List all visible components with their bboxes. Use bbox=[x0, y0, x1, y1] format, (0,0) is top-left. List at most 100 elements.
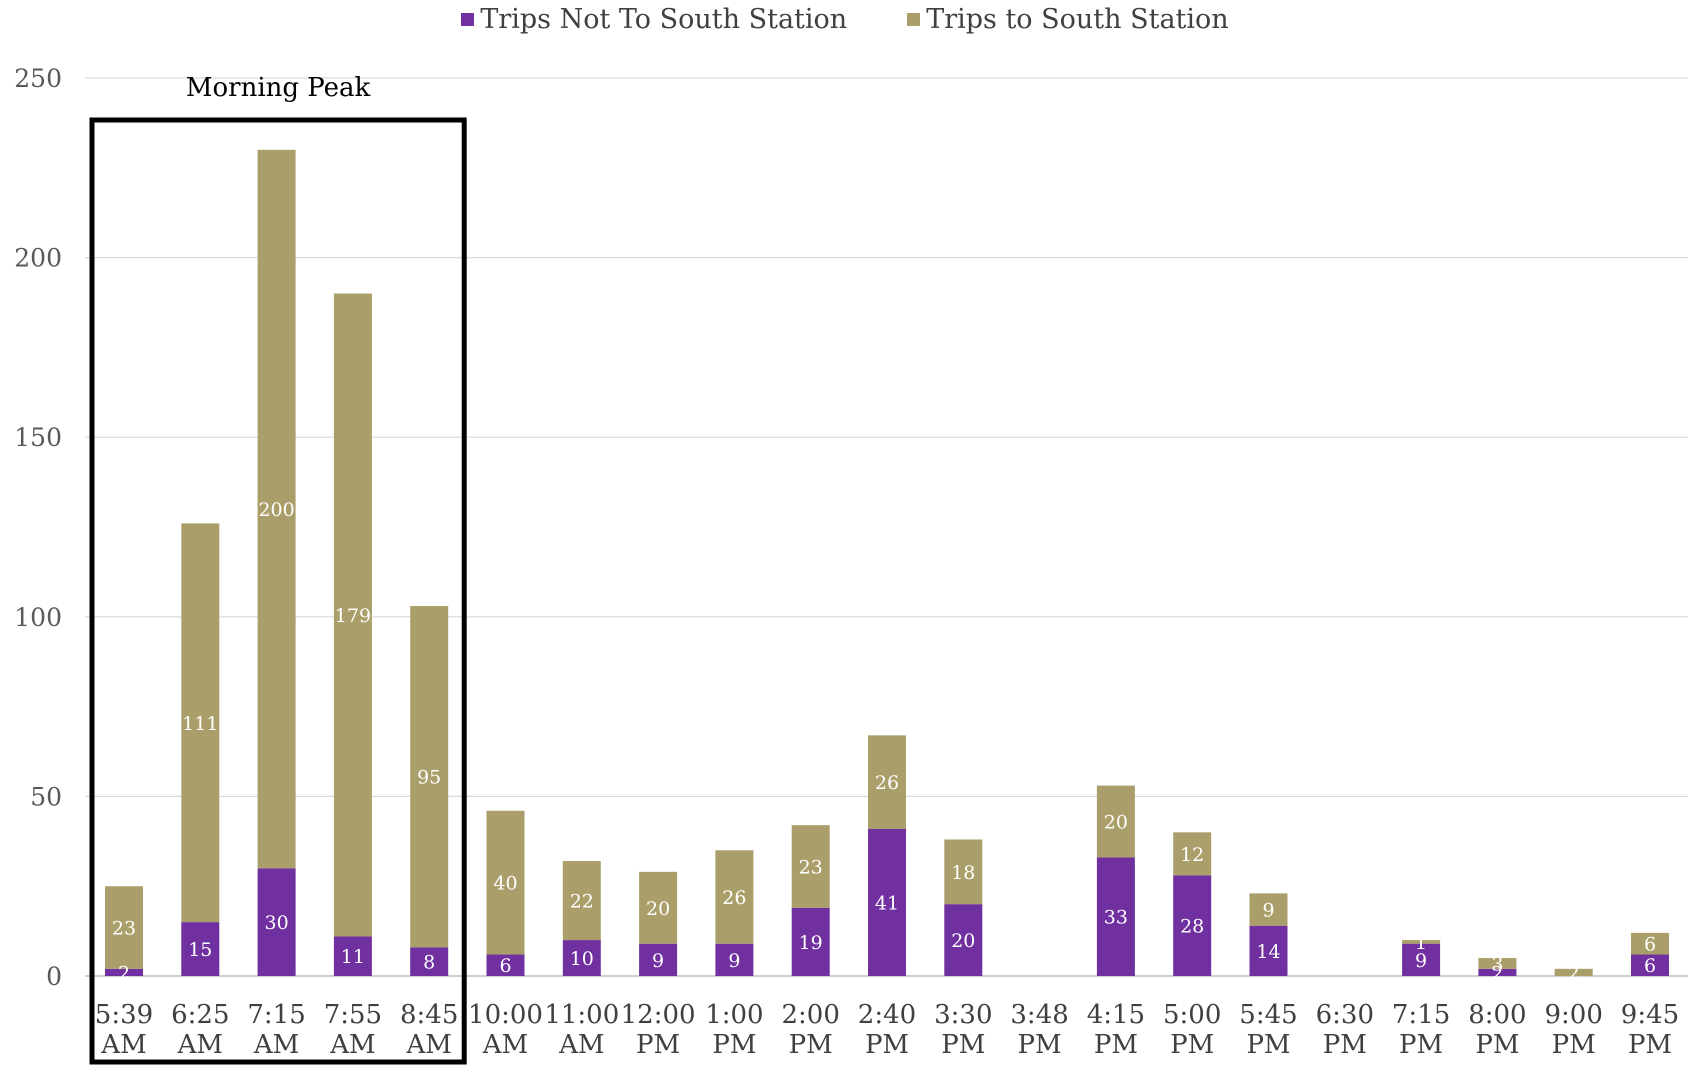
x-tick-label: AM bbox=[329, 1030, 375, 1060]
data-label-to-south: 22 bbox=[570, 891, 594, 913]
bar-to-south bbox=[410, 606, 449, 948]
x-tick-label: PM bbox=[1323, 1030, 1367, 1060]
data-label-not-south: 6 bbox=[499, 955, 511, 977]
data-label-to-south: 12 bbox=[1180, 844, 1204, 866]
x-tick-label: 7:55 bbox=[324, 1000, 382, 1030]
legend-item-to-south: Trips to South Station bbox=[907, 4, 1229, 35]
bar-to-south bbox=[1249, 893, 1288, 926]
x-tick-label: 11:00 bbox=[544, 1000, 619, 1030]
bar-not-south bbox=[639, 943, 678, 976]
data-label-to-south: 179 bbox=[335, 605, 371, 627]
bar-not-south bbox=[562, 940, 601, 976]
x-tick-label: 3:48 bbox=[1010, 1000, 1068, 1030]
x-tick-label: AM bbox=[100, 1030, 146, 1060]
bar-not-south bbox=[1402, 943, 1441, 976]
data-label-to-south: 40 bbox=[493, 873, 517, 895]
x-tick-label: PM bbox=[1399, 1030, 1443, 1060]
bar-not-south bbox=[868, 828, 906, 976]
x-tick-label: AM bbox=[558, 1030, 604, 1060]
data-label-to-south: 23 bbox=[799, 856, 823, 878]
data-label-not-south: 11 bbox=[341, 946, 365, 968]
data-label-to-south: 2 bbox=[1568, 962, 1580, 984]
data-label-to-south: 23 bbox=[112, 918, 136, 940]
x-tick-label: 1:00 bbox=[705, 1000, 763, 1030]
x-axis: 5:39AM6:25AM7:15AM7:55AM8:45AM10:00AM11:… bbox=[95, 1000, 1679, 1060]
x-tick-label: PM bbox=[1628, 1030, 1672, 1060]
bar-to-south bbox=[257, 149, 296, 869]
data-label-not-south: 2 bbox=[118, 962, 130, 984]
data-label-to-south: 26 bbox=[722, 887, 746, 909]
morning-peak-box bbox=[89, 117, 467, 1065]
bar-not-south bbox=[1631, 954, 1669, 976]
bar-not-south bbox=[715, 943, 754, 976]
bar-to-south bbox=[1478, 958, 1517, 969]
bar-to-south bbox=[1173, 832, 1212, 876]
x-tick-label: PM bbox=[1170, 1030, 1214, 1060]
x-tick-label: 8:00 bbox=[1468, 1000, 1526, 1030]
data-label-to-south: 6 bbox=[1644, 934, 1656, 956]
bar-to-south bbox=[639, 871, 678, 944]
data-label-not-south: 9 bbox=[1415, 950, 1427, 972]
bar-to-south bbox=[486, 810, 525, 955]
x-tick-label: AM bbox=[253, 1030, 299, 1060]
data-label-not-south: 14 bbox=[1256, 941, 1280, 963]
x-tick-label: PM bbox=[1475, 1030, 1519, 1060]
bar-to-south bbox=[944, 839, 983, 905]
x-tick-label: 2:00 bbox=[782, 1000, 840, 1030]
bar-to-south bbox=[715, 850, 754, 944]
data-label-not-south: 41 bbox=[875, 892, 899, 914]
x-tick-label: PM bbox=[1552, 1030, 1596, 1060]
morning-peak-label: Morning Peak bbox=[186, 73, 371, 103]
data-label-not-south: 20 bbox=[951, 930, 975, 952]
x-tick-label: 8:45 bbox=[400, 1000, 458, 1030]
bar-not-south bbox=[181, 922, 220, 976]
data-label-not-south: 6 bbox=[1644, 955, 1656, 977]
x-tick-label: PM bbox=[712, 1030, 756, 1060]
data-label-to-south: 3 bbox=[1491, 953, 1503, 975]
data-label-to-south: 1 bbox=[1415, 932, 1427, 954]
bar-to-south bbox=[1554, 968, 1593, 976]
legend-swatch-not-south bbox=[461, 13, 475, 26]
data-label-to-south: 9 bbox=[1262, 900, 1274, 922]
data-label-to-south: 20 bbox=[1104, 812, 1128, 834]
x-tick-label: 2:40 bbox=[858, 1000, 916, 1030]
data-label-not-south: 19 bbox=[799, 932, 823, 954]
y-tick-label: 0 bbox=[46, 962, 62, 991]
y-tick-label: 250 bbox=[14, 64, 62, 93]
bar-to-south bbox=[1631, 932, 1669, 955]
legend-swatch-to-south bbox=[907, 13, 921, 26]
bar-not-south bbox=[1249, 925, 1288, 976]
data-label-not-south: 8 bbox=[423, 952, 435, 974]
bar-to-south bbox=[333, 293, 372, 937]
data-label-not-south: 9 bbox=[652, 950, 664, 972]
data-label-not-south: 33 bbox=[1104, 907, 1128, 929]
x-tick-label: 10:00 bbox=[468, 1000, 543, 1030]
bar-not-south bbox=[486, 954, 525, 976]
data-label-not-south: 9 bbox=[728, 950, 740, 972]
x-tick-label: 5:39 bbox=[95, 1000, 153, 1030]
data-label-not-south: 28 bbox=[1180, 916, 1204, 938]
y-axis: 0 50 100 150 200 250 bbox=[14, 64, 62, 991]
data-label-not-south: 2 bbox=[1491, 962, 1503, 984]
bar-not-south bbox=[791, 907, 830, 976]
data-label-not-south: 30 bbox=[265, 912, 289, 934]
x-tick-label: PM bbox=[789, 1030, 833, 1060]
legend-label-to-south: Trips to South Station bbox=[926, 4, 1229, 35]
bar-to-south bbox=[105, 886, 143, 969]
bar-to-south bbox=[1402, 940, 1441, 944]
bar-to-south bbox=[791, 825, 830, 908]
bar-to-south bbox=[181, 523, 220, 923]
x-tick-label: AM bbox=[405, 1030, 451, 1060]
chart-legend: Trips Not To South Station Trips to Sout… bbox=[0, 4, 1690, 35]
bar-not-south bbox=[1096, 857, 1135, 976]
x-tick-label: PM bbox=[636, 1030, 680, 1060]
x-tick-label: PM bbox=[941, 1030, 985, 1060]
legend-item-not-south: Trips Not To South Station bbox=[461, 4, 847, 35]
bar-not-south bbox=[105, 968, 143, 976]
bar-to-south bbox=[562, 861, 601, 941]
x-tick-label: PM bbox=[865, 1030, 909, 1060]
data-label-to-south: 18 bbox=[951, 862, 975, 884]
data-label-to-south: 200 bbox=[258, 499, 294, 521]
x-tick-label: 7:15 bbox=[247, 1000, 305, 1030]
x-tick-label: PM bbox=[1246, 1030, 1290, 1060]
